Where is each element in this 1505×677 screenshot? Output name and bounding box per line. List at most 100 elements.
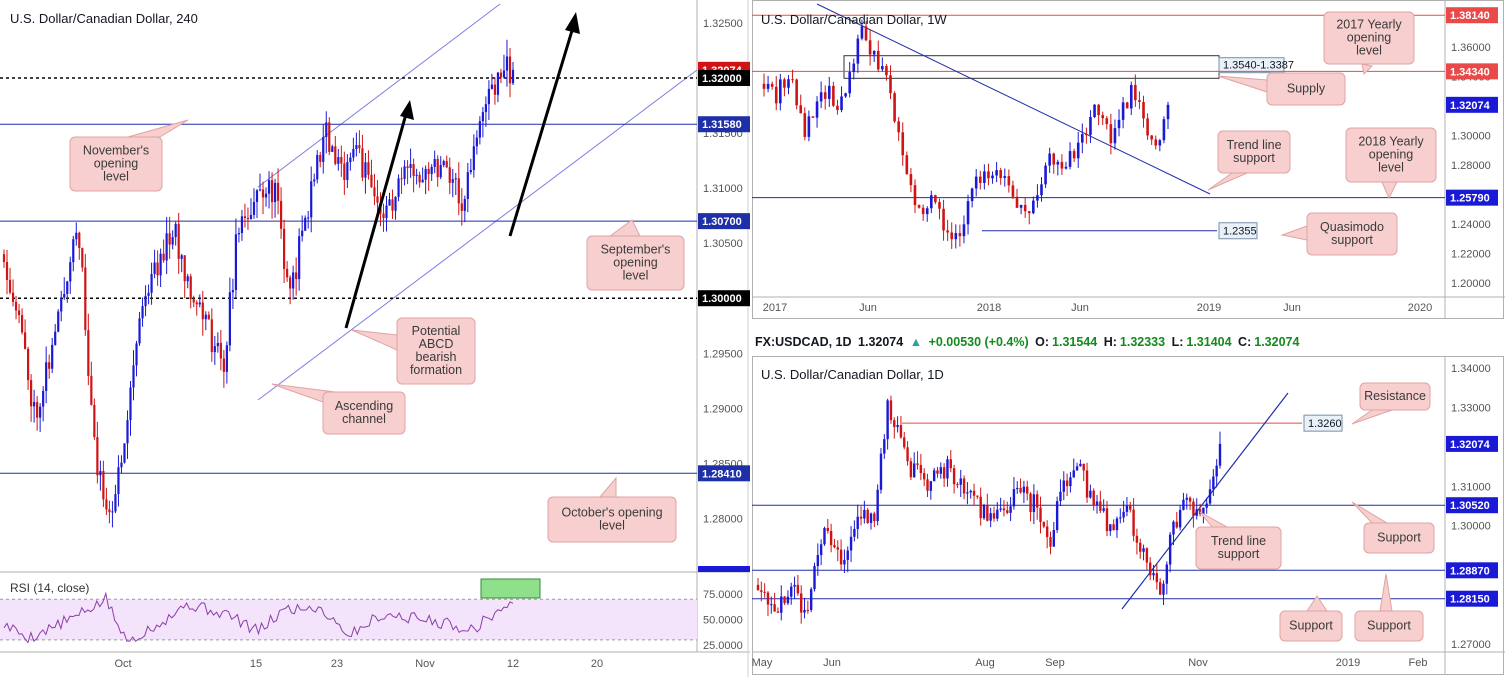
price-tag: 1.34340 (1450, 66, 1490, 78)
candle-body (929, 481, 933, 491)
callout-text: level (623, 269, 649, 283)
candle-body (800, 593, 803, 613)
candle-body (1154, 139, 1158, 146)
candle-body (45, 362, 48, 391)
x-tick-label: Jun (1283, 302, 1301, 314)
candle-body (325, 122, 328, 138)
candle-body (279, 200, 283, 229)
candle-body (120, 462, 123, 468)
candle-body (913, 185, 917, 206)
candle-body (442, 161, 445, 166)
candle-body (836, 105, 839, 111)
callout-text: 2018 Yearly (1358, 135, 1424, 149)
callout-support-b: Support (1279, 595, 1343, 642)
abcd-arrow-line (344, 106, 410, 329)
candle-body (33, 402, 36, 407)
candle-body (1076, 142, 1080, 159)
candle-body (475, 137, 478, 147)
candle-body (397, 178, 400, 197)
price-tag-bg (1446, 7, 1498, 24)
candle-body (307, 217, 310, 219)
candle-body (334, 146, 337, 164)
candle-body (183, 255, 186, 282)
price-tag: 1.32074 (1450, 439, 1491, 451)
candle-body (63, 293, 66, 298)
candle-body (995, 170, 998, 176)
candles (762, 19, 1170, 249)
callout-box (1363, 522, 1435, 554)
candle-body (992, 513, 996, 519)
candle-body (1035, 494, 1039, 508)
candle-body (388, 199, 391, 206)
candle-body (991, 175, 994, 179)
panel-border (752, 356, 1504, 675)
candle-body (162, 253, 165, 261)
candle-body (42, 390, 45, 407)
candle-body (1192, 501, 1195, 516)
candle-body (490, 84, 494, 89)
candle-body (999, 508, 1002, 510)
candle-body (505, 56, 509, 71)
candle-body (1155, 573, 1159, 583)
candle-body (472, 146, 475, 171)
price-tag-bg (1446, 590, 1498, 607)
candle-body (827, 85, 831, 99)
candle-body (1081, 134, 1084, 143)
candle-body (833, 545, 836, 548)
candle-body (1052, 530, 1056, 547)
candle-body (860, 26, 864, 39)
candle-body (962, 478, 966, 494)
x-tick-label: Feb (1409, 657, 1428, 669)
candle-body (1044, 165, 1047, 185)
candle-body (787, 79, 790, 88)
price-tag-bg (1446, 497, 1498, 514)
callout-text: Support (1289, 619, 1333, 633)
candle-body (885, 66, 888, 76)
channel-upper (257, 3, 501, 188)
candle-body (496, 72, 500, 95)
candle-body (1032, 494, 1036, 513)
candle-body (839, 549, 843, 565)
candle-body (132, 365, 135, 388)
candle-body (959, 478, 962, 485)
candle-body (832, 85, 835, 106)
last-price: 1.32074 (858, 335, 904, 349)
candle-body (8, 279, 12, 293)
callout-resistance: Resistance (1351, 382, 1431, 425)
candle-body (219, 342, 222, 359)
candle-body (39, 406, 42, 418)
candle-body (809, 589, 813, 611)
candle-body (849, 536, 853, 551)
candle-body (1064, 166, 1068, 169)
candle-body (1060, 161, 1064, 169)
candle-body (72, 239, 75, 263)
candle-body (976, 495, 979, 497)
x-tick-label: Jun (859, 302, 877, 314)
candle-body (316, 155, 319, 180)
y-tick-label: 1.29000 (703, 403, 743, 415)
candle-body (1085, 470, 1089, 498)
candle-body (493, 84, 497, 95)
chart-title: U.S. Dollar/Canadian Dollar, 1W (761, 12, 947, 27)
callout-text: opening (1347, 31, 1392, 45)
callout-text: support (1218, 547, 1260, 561)
candle-body (1117, 119, 1121, 129)
callout-box (1266, 72, 1346, 106)
high-label: H: (1103, 335, 1117, 349)
candle-body (213, 346, 216, 353)
candle-body (1202, 507, 1205, 514)
y-tick-label: 1.32500 (703, 18, 743, 30)
price-tag-bg (1446, 562, 1498, 579)
candle-body (141, 306, 144, 319)
candle-body (1062, 480, 1065, 492)
candle-body (460, 203, 463, 211)
candle-body (1166, 104, 1170, 120)
candle-body (400, 178, 403, 180)
y-tick-label: 1.34000 (1451, 363, 1491, 375)
candle-body (75, 232, 78, 240)
candle-body (1205, 503, 1208, 508)
callout-box (1195, 526, 1282, 570)
candle-body (896, 425, 899, 428)
candle-body (1097, 104, 1100, 116)
